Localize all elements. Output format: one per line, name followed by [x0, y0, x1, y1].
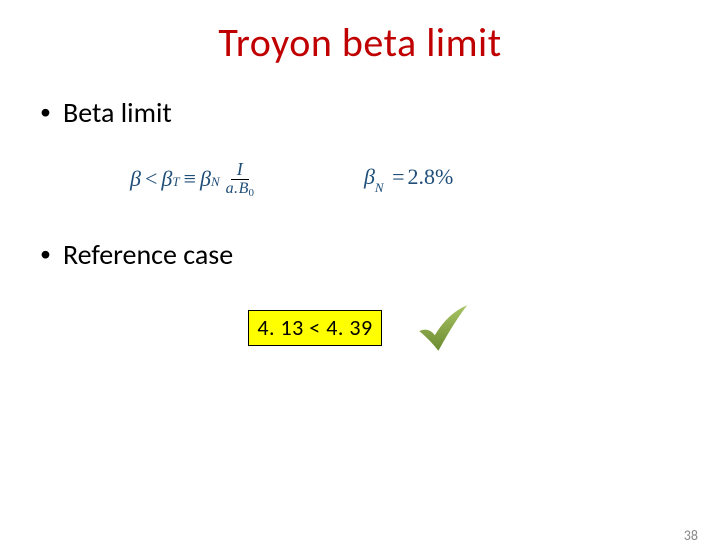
bullet-2-text: Reference case: [63, 237, 233, 272]
equals-symbol: =: [392, 164, 404, 189]
beta-N-right: β: [364, 164, 375, 189]
sub-N-left: N: [211, 174, 220, 190]
frac-numerator: I: [231, 160, 249, 180]
formula-right: βN =2.8%: [364, 164, 453, 193]
denom-a: a: [226, 181, 234, 197]
equiv-symbol: ≡: [184, 166, 196, 192]
result-box: 4. 13 < 4. 39: [248, 310, 381, 346]
beta-1: β: [130, 166, 141, 192]
page-number: 38: [684, 527, 698, 544]
denom-dot: .: [234, 181, 238, 197]
sub-N-right: N: [375, 180, 384, 195]
bullet-dot-2: •: [40, 237, 51, 271]
beta-N-left: β: [200, 166, 211, 192]
fraction: I a.B0: [226, 160, 254, 197]
lt-symbol: <: [145, 166, 157, 192]
bullet-2: • Reference case: [40, 237, 720, 272]
bullet-1-text: Beta limit: [63, 95, 172, 130]
title-text: Troyon beta limit: [218, 18, 501, 67]
slide-title: Troyon beta limit: [0, 18, 720, 67]
formula-inequality: β < βT ≡ βN I a.B0: [130, 160, 254, 197]
check-icon: [412, 298, 472, 358]
frac-denominator: a.B0: [226, 180, 254, 197]
beta-n-value: 2.8%: [408, 164, 454, 189]
sub-T: T: [172, 174, 179, 190]
result-row: 4. 13 < 4. 39: [0, 298, 720, 358]
beta-T: β: [161, 166, 172, 192]
denom-B: B: [239, 181, 249, 197]
bullet-dot: •: [40, 95, 51, 129]
formula-area: β < βT ≡ βN I a.B0 βN =2.8%: [130, 160, 720, 197]
denom-0: 0: [248, 188, 254, 199]
bullet-1: • Beta limit: [40, 95, 720, 130]
